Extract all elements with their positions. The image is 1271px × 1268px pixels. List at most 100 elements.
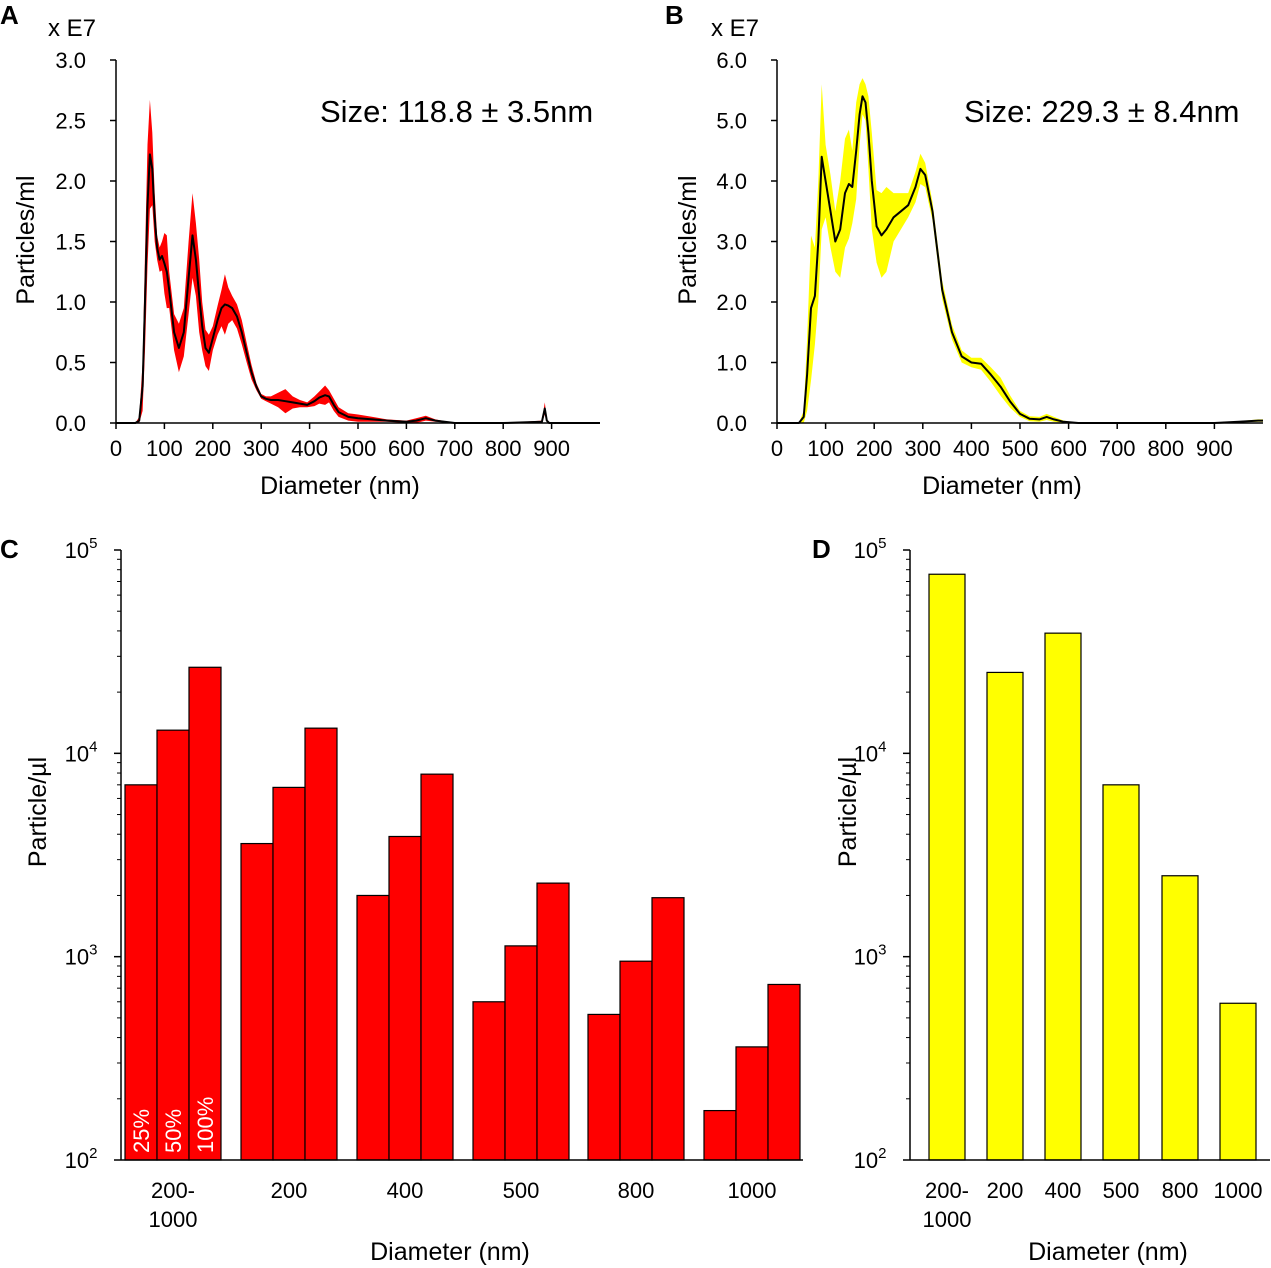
panel-a: A x E7 Size: 118.8 ± 3.5nm 0 100 200 300 400… — [0, 0, 600, 500]
panel-d-label: D — [812, 534, 831, 564]
panel-c-bars: 25% 50% 100% — [124, 666, 801, 1161]
y-tick-label: 105 — [854, 535, 887, 563]
y-tick-label: 104 — [854, 738, 887, 766]
y-tick-label: 103 — [854, 942, 887, 970]
y-tick-label: 1.0 — [55, 290, 86, 315]
x-tick-label: 900 — [533, 436, 570, 461]
x-category-label: 1000 — [1214, 1178, 1263, 1203]
y-tick-label: 6.0 — [716, 48, 747, 73]
panel-a-ticks: 0 100 200 300 400 500 600 700 800 900 0.0 0.5 1.0 1.5… — [55, 48, 570, 461]
bar-cat5 — [1219, 1002, 1257, 1161]
bar-100pct-cat5 — [767, 983, 801, 1161]
x-category-label: 200-1000 — [149, 1178, 198, 1232]
panel-c-y-label: Particle/µl — [24, 757, 52, 867]
panel-b-x-label: Diameter (nm) — [922, 472, 1082, 500]
x-tick-label: 200 — [194, 436, 231, 461]
x-tick-label: 100 — [146, 436, 183, 461]
x-category-label: 500 — [1103, 1178, 1140, 1203]
y-tick-label: 2.0 — [55, 169, 86, 194]
panel-b-multiplier: x E7 — [711, 15, 759, 42]
x-category-label: 1000 — [728, 1178, 777, 1203]
bar-50pct-cat3 — [504, 945, 538, 1161]
x-category-label: 400 — [1045, 1178, 1082, 1203]
panel-b: B x E7 Size: 229.3 ± 8.4nm 0 100 200 300 400… — [665, 0, 1263, 500]
y-tick-label: 3.0 — [716, 230, 747, 255]
panel-a-multiplier: x E7 — [48, 15, 96, 42]
bar-100pct-cat1 — [304, 727, 338, 1161]
panel-d-bars — [928, 573, 1257, 1161]
bar-cat2 — [1044, 632, 1082, 1161]
panel-c: C 25% 50% 100% 200-1000 200 400 500 800 1000 102… — [0, 534, 803, 1266]
y-tick-label: 102 — [854, 1145, 887, 1173]
bar-100pct-cat2 — [420, 773, 454, 1161]
x-tick-label: 300 — [904, 436, 941, 461]
bar-cat3 — [1102, 784, 1140, 1161]
x-category-label: 200 — [271, 1178, 308, 1203]
panel-c-label: C — [0, 534, 19, 564]
y-tick-label: 0.0 — [55, 411, 86, 436]
panel-d: D 200-1000 200 400 500 800 1000 102 103 104 105 D… — [812, 534, 1270, 1266]
panel-a-size-annotation: Size: 118.8 ± 3.5nm — [320, 94, 593, 129]
x-tick-label: 900 — [1196, 436, 1233, 461]
panel-b-mean-line — [777, 95, 1263, 424]
panel-c-x-label: Diameter (nm) — [370, 1238, 530, 1266]
x-tick-label: 0 — [771, 436, 783, 461]
x-category-label: 200 — [987, 1178, 1024, 1203]
panel-a-mean-line — [116, 153, 600, 424]
y-tick-label: 3.0 — [55, 48, 86, 73]
panel-b-y-label: Particles/ml — [674, 175, 702, 304]
x-tick-label: 0 — [110, 436, 122, 461]
bar-25pct-cat5 — [703, 1109, 737, 1161]
x-tick-label: 800 — [485, 436, 522, 461]
bar-50pct-cat4 — [619, 960, 653, 1161]
bar-25pct-cat4 — [587, 1013, 621, 1161]
panel-b-label: B — [665, 0, 684, 30]
x-tick-label: 400 — [953, 436, 990, 461]
y-tick-label: 4.0 — [716, 169, 747, 194]
bar-25pct-cat0 — [124, 784, 158, 1161]
panel-a-y-label: Particles/ml — [12, 175, 40, 304]
x-tick-label: 100 — [807, 436, 844, 461]
panel-a-sd-band — [116, 99, 600, 424]
series-label-100pct: 100% — [193, 1097, 218, 1153]
bar-50pct-cat5 — [735, 1046, 769, 1161]
y-tick-label: 5.0 — [716, 109, 747, 134]
y-tick-label: 0.5 — [55, 351, 86, 376]
y-tick-label: 2.0 — [716, 290, 747, 315]
panel-b-sd-band — [777, 78, 1263, 423]
bar-cat0 — [928, 573, 966, 1161]
x-category-label: 800 — [618, 1178, 655, 1203]
panel-a-x-label: Diameter (nm) — [260, 472, 420, 500]
panel-d-y-label: Particle/µl — [834, 757, 862, 867]
bar-50pct-cat1 — [272, 786, 306, 1161]
x-tick-label: 800 — [1147, 436, 1184, 461]
bar-25pct-cat3 — [472, 1001, 506, 1161]
x-tick-label: 200 — [856, 436, 893, 461]
bar-cat4 — [1161, 875, 1199, 1161]
y-tick-label: 102 — [65, 1145, 98, 1173]
y-tick-label: 105 — [65, 535, 98, 563]
y-tick-label: 2.5 — [55, 109, 86, 134]
x-tick-label: 700 — [436, 436, 473, 461]
y-tick-label: 104 — [65, 738, 98, 766]
x-tick-label: 300 — [243, 436, 280, 461]
bar-100pct-cat4 — [651, 897, 685, 1161]
series-label-50pct: 50% — [161, 1109, 186, 1153]
series-label-25pct: 25% — [129, 1109, 154, 1153]
bar-25pct-cat1 — [240, 842, 274, 1161]
x-category-label: 500 — [503, 1178, 540, 1203]
y-tick-label: 0.0 — [716, 411, 747, 436]
x-category-label: 800 — [1162, 1178, 1199, 1203]
y-tick-label: 103 — [65, 942, 98, 970]
x-tick-label: 700 — [1099, 436, 1136, 461]
x-tick-label: 600 — [388, 436, 425, 461]
panel-b-size-annotation: Size: 229.3 ± 8.4nm — [964, 94, 1240, 129]
y-tick-label: 1.5 — [55, 230, 86, 255]
x-category-label: 400 — [387, 1178, 424, 1203]
bar-cat1 — [986, 671, 1024, 1161]
bar-50pct-cat2 — [388, 835, 422, 1161]
x-tick-label: 400 — [291, 436, 328, 461]
bar-100pct-cat3 — [536, 882, 570, 1161]
x-tick-label: 500 — [1002, 436, 1039, 461]
